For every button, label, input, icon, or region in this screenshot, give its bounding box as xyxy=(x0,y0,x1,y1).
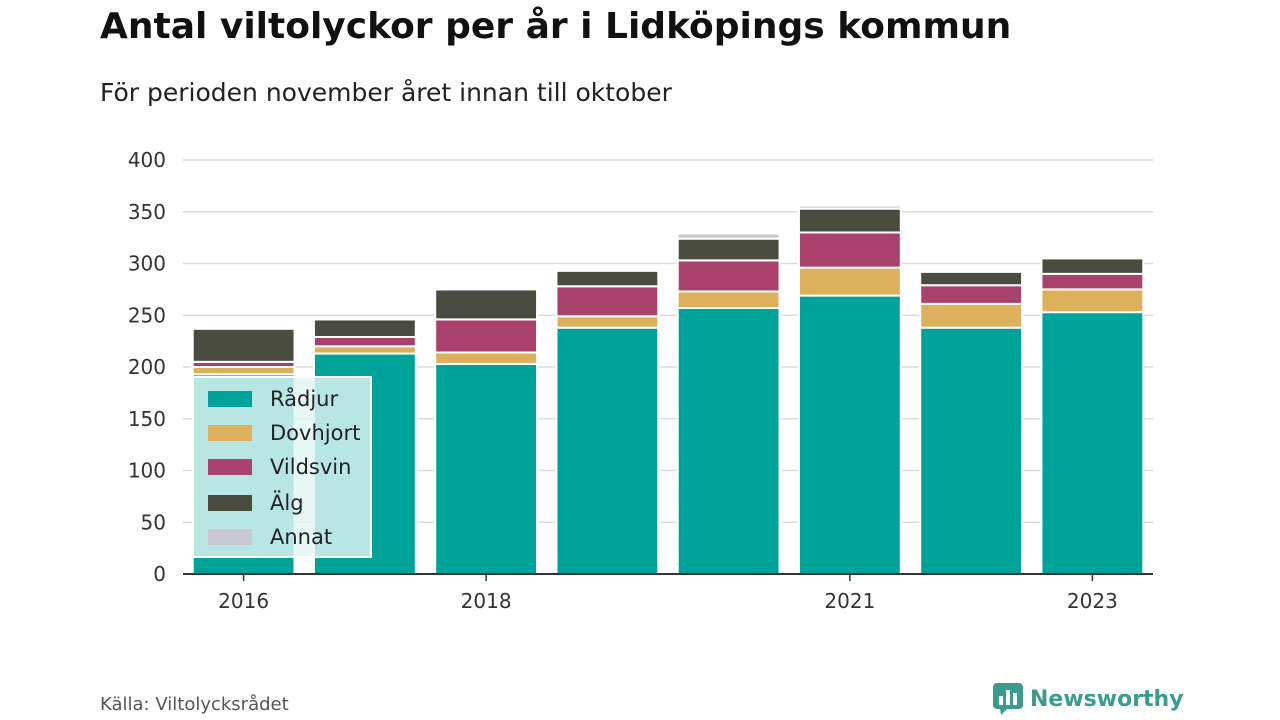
bar-segment xyxy=(676,232,781,240)
bar-segment xyxy=(555,315,660,329)
y-tick-label: 200 xyxy=(128,355,166,379)
x-tick-label: 2021 xyxy=(824,589,875,613)
x-tick-label: 2023 xyxy=(1067,589,1118,613)
y-tick-label: 350 xyxy=(128,200,166,224)
bar-segment xyxy=(312,335,417,348)
legend-swatch xyxy=(208,425,252,441)
bar-segment xyxy=(312,345,417,355)
bar-segment xyxy=(797,266,902,297)
bar-segment xyxy=(797,204,902,210)
bar-segment xyxy=(797,207,902,234)
source-note: Källa: Viltolycksrådet xyxy=(100,694,289,715)
bar-segment xyxy=(1040,257,1145,275)
bar-segment xyxy=(676,259,781,293)
bar-segment xyxy=(434,362,539,575)
legend-item-annat: Annat xyxy=(208,524,332,550)
legend: Rådjur Dovhjort Vildsvin Älg Annat xyxy=(192,376,372,558)
y-axis-ticks: 0 50 100 150 200 250 300 350 400 xyxy=(128,148,166,586)
bar-segment xyxy=(676,307,781,575)
bar-chart-logo-icon xyxy=(993,683,1023,715)
bar-segment xyxy=(1040,311,1145,575)
bar-segment xyxy=(555,285,660,318)
legend-label: Vildsvin xyxy=(270,455,352,479)
bar-segment xyxy=(797,231,902,269)
bar-segment xyxy=(312,318,417,338)
legend-label: Rådjur xyxy=(270,387,339,411)
newsworthy-logo: Newsworthy xyxy=(992,682,1184,716)
chart-title: Antal viltolyckor per år i Lidköpings ko… xyxy=(100,6,1012,47)
bar-segment xyxy=(919,302,1024,329)
bar-segment xyxy=(555,268,660,272)
bar-segment xyxy=(1040,272,1145,291)
x-axis: 2016 2018 2021 2023 xyxy=(183,573,1153,613)
legend-item-vildsvin: Vildsvin xyxy=(208,454,351,480)
x-tick-label: 2018 xyxy=(461,589,512,613)
legend-swatch xyxy=(208,495,252,511)
y-tick-label: 100 xyxy=(128,459,166,483)
bar-segment xyxy=(434,287,539,291)
y-tick-label: 400 xyxy=(128,148,166,172)
bar-segment xyxy=(1040,256,1145,260)
stacked-bar-chart: 0 50 100 150 200 250 300 350 400 2016 2018 2021 202… xyxy=(128,148,1153,613)
bar-segment xyxy=(312,317,417,321)
bar-segment xyxy=(919,270,1024,287)
bar-segment xyxy=(191,327,296,363)
legend-item-alg: Älg xyxy=(208,490,304,516)
legend-label: Älg xyxy=(270,491,304,515)
bar-segment xyxy=(919,326,1024,576)
bar-segment xyxy=(434,318,539,354)
bar-segment xyxy=(555,269,660,288)
y-tick-label: 300 xyxy=(128,252,166,276)
bar-segment xyxy=(919,269,1024,273)
bar-segment xyxy=(191,366,296,376)
bar-segment xyxy=(555,326,660,576)
bar-segment xyxy=(1040,288,1145,314)
y-tick-label: 50 xyxy=(141,510,166,534)
legend-label: Annat xyxy=(270,525,333,549)
legend-item-dovhjort: Dovhjort xyxy=(208,420,360,446)
brand-name: Newsworthy xyxy=(1030,686,1184,712)
bar-segment xyxy=(191,326,296,330)
y-tick-label: 250 xyxy=(128,303,166,327)
x-tick-label: 2016 xyxy=(218,589,269,613)
bar-segment xyxy=(797,294,902,575)
chart-subtitle: För perioden november året innan till ok… xyxy=(100,78,672,107)
bar-segment xyxy=(676,237,781,262)
legend-label: Dovhjort xyxy=(270,421,361,445)
bar-segment xyxy=(434,351,539,365)
bar-segment xyxy=(919,284,1024,305)
legend-item-radjur: Rådjur xyxy=(208,386,338,412)
legend-swatch xyxy=(208,529,252,545)
y-tick-label: 150 xyxy=(128,407,166,431)
legend-swatch xyxy=(208,459,252,475)
y-tick-label: 0 xyxy=(153,562,166,586)
bar-segment xyxy=(676,290,781,310)
legend-swatch xyxy=(208,391,252,407)
bar-segment xyxy=(434,288,539,321)
